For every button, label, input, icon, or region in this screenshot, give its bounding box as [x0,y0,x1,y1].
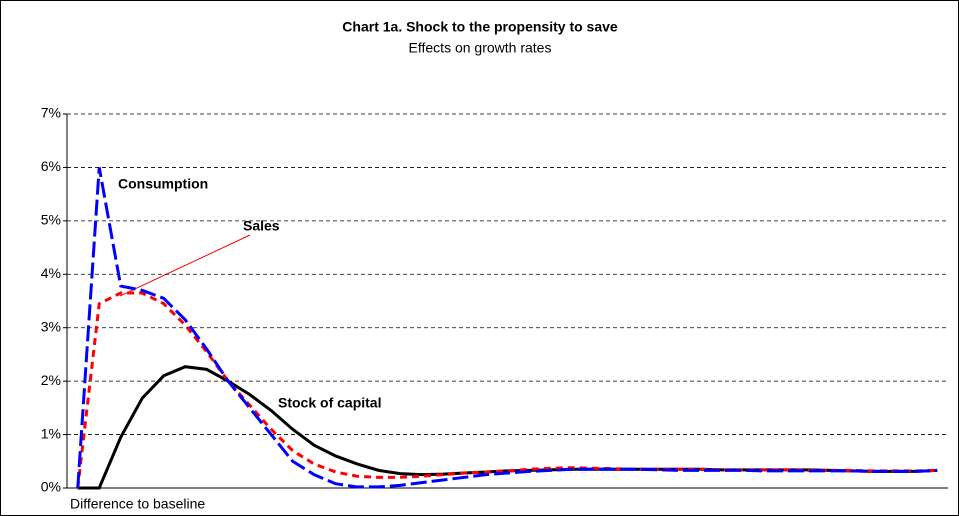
annotation-pointer [119,234,251,297]
chart-subtitle: Effects on growth rates [409,40,552,56]
series-label: Consumption [118,176,208,192]
y-tick-label: 4% [41,265,61,281]
chart-title: Chart 1a. Shock to the propensity to sav… [342,19,618,35]
series-label: Sales [243,218,280,234]
y-tick-label: 3% [41,318,61,334]
axis-note: Difference to baseline [70,496,205,512]
y-tick-label: 0% [41,479,61,495]
y-tick-label: 2% [41,372,61,388]
y-tick-label: 1% [41,425,61,441]
series-label: Stock of capital [278,395,381,411]
series-line [76,167,938,489]
y-tick-label: 6% [41,158,61,174]
y-tick-label: 7% [41,105,61,121]
y-tick-label: 5% [41,212,61,228]
